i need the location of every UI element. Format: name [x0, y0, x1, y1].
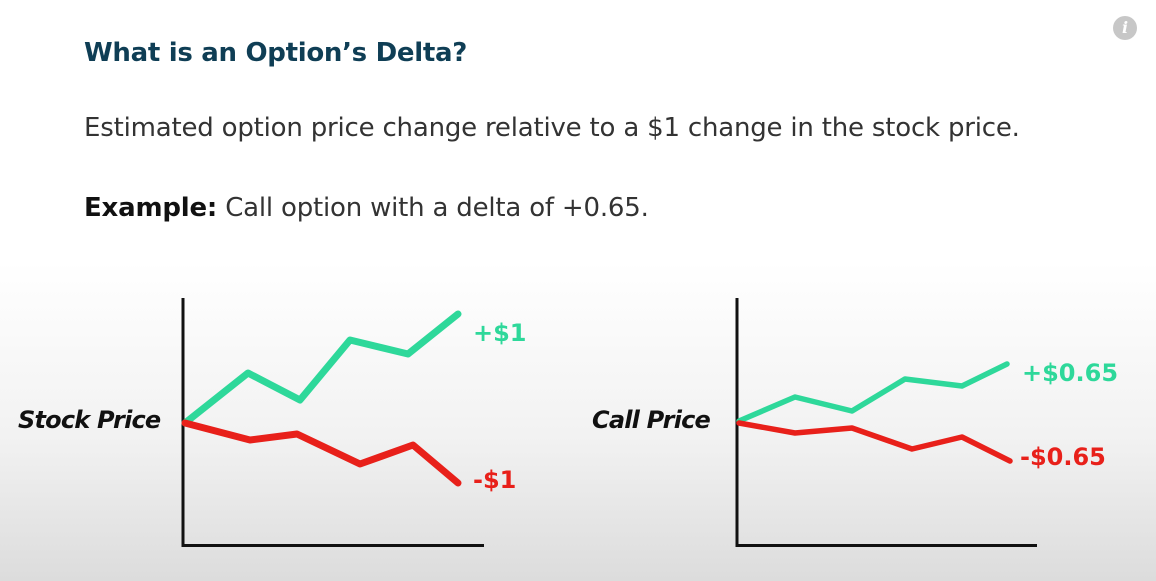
slide-title: What is an Option’s Delta? — [84, 38, 467, 68]
info-icon[interactable]: i — [1113, 16, 1137, 40]
stock-chart: +$1 -$1 — [181, 298, 527, 547]
call-chart: +$0.65 -$0.65 — [735, 298, 1118, 547]
call-down-label: -$0.65 — [1020, 443, 1106, 471]
call-up-line — [736, 361, 1010, 424]
stock-down-line — [181, 419, 462, 487]
call-down-line — [736, 420, 1013, 464]
stock-up-label: +$1 — [473, 319, 527, 347]
delta-definition: Estimated option price change relative t… — [84, 113, 1020, 143]
stock-price-ylabel: Stock Price — [18, 406, 161, 434]
stock-up-line — [181, 310, 462, 427]
call-up-label: +$0.65 — [1022, 359, 1118, 387]
stock-down-label: -$1 — [473, 466, 516, 494]
example-text: Call option with a delta of +0.65. — [217, 193, 649, 223]
example-line: Example: Call option with a delta of +0.… — [84, 193, 649, 223]
call-price-ylabel: Call Price — [592, 406, 711, 434]
example-label: Example: — [84, 193, 218, 223]
